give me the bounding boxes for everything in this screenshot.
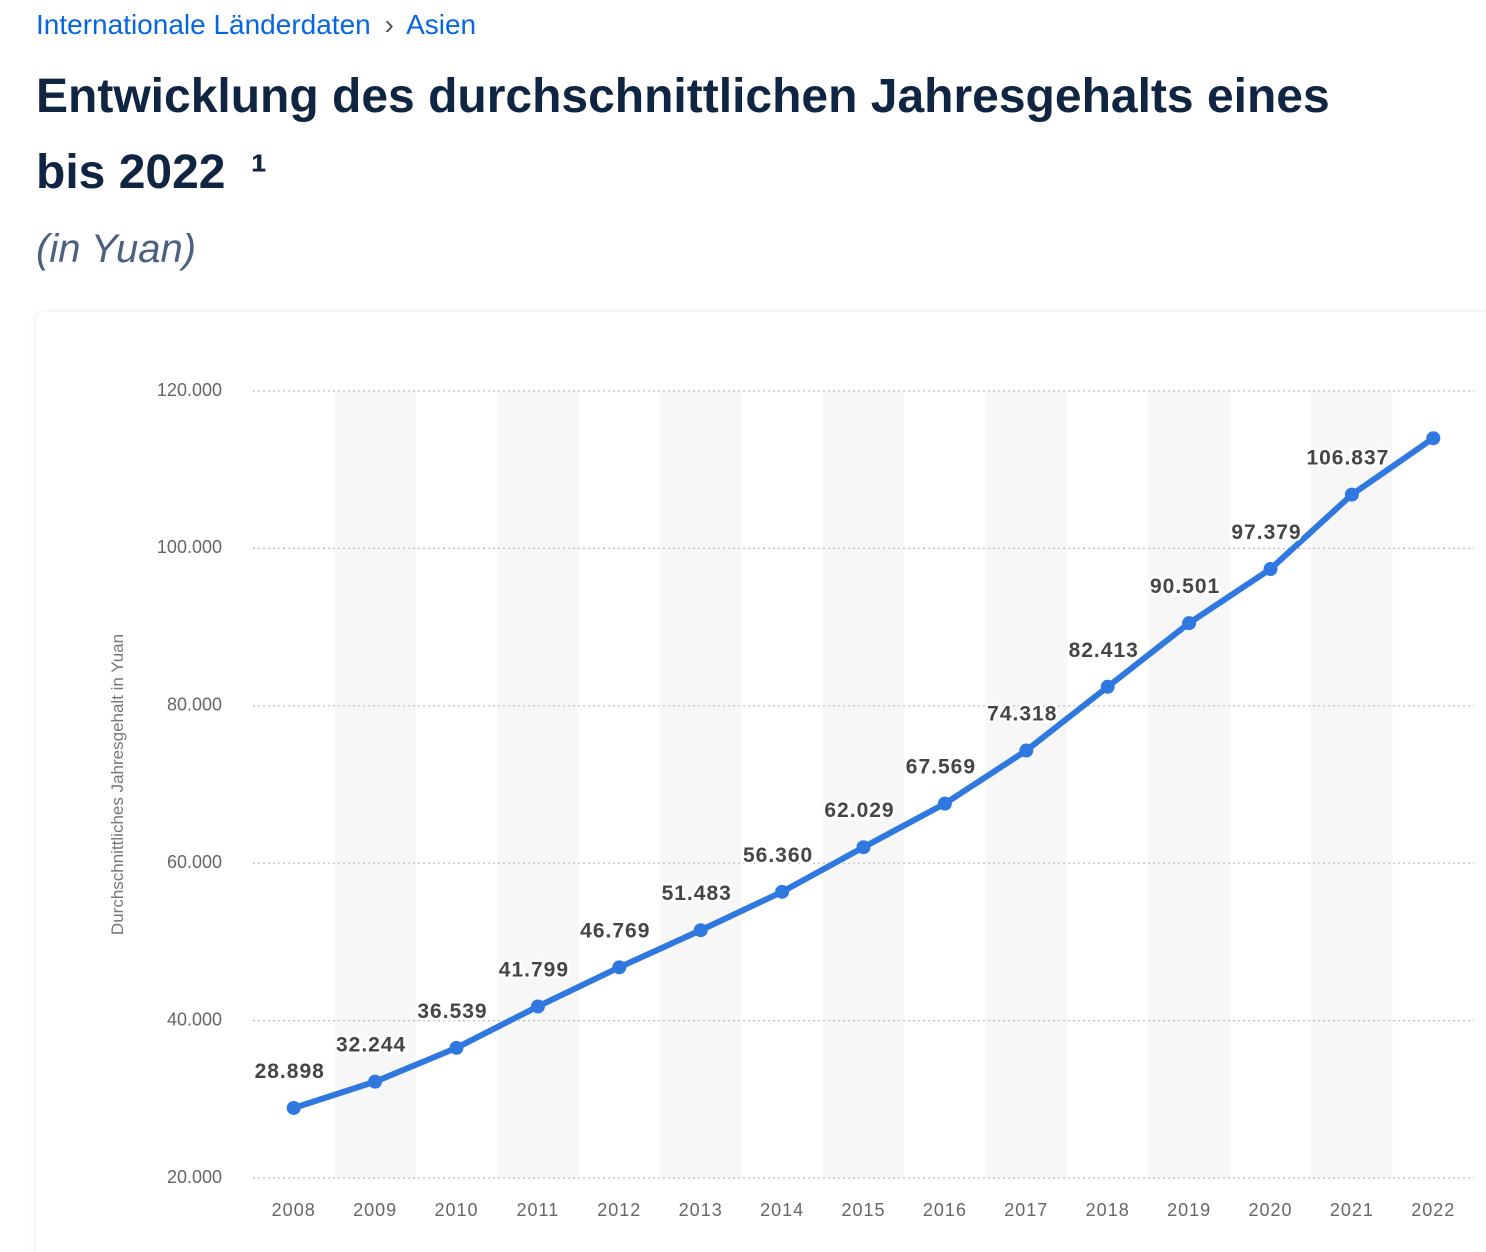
marker bbox=[612, 960, 627, 975]
x-tick-label: 2020 bbox=[1248, 1200, 1292, 1220]
marker bbox=[530, 999, 545, 1014]
title-text: bis 2022 bbox=[36, 146, 225, 199]
plot: 20.000 40.000 60.000 80.000 100.000 120.000 Du… bbox=[108, 380, 1474, 1220]
data-label: 74.318 bbox=[987, 703, 1057, 726]
y-axis-title: Durchschnittliches Jahresgehalt in Yuan bbox=[108, 634, 127, 935]
column-band bbox=[985, 391, 1067, 1178]
x-tick-label: 2015 bbox=[841, 1200, 885, 1220]
y-tick-label: 60.000 bbox=[167, 852, 222, 872]
x-tick-label: 2014 bbox=[760, 1200, 804, 1220]
data-label: 56.360 bbox=[743, 844, 813, 867]
marker bbox=[1426, 431, 1441, 446]
x-tick-label: 2009 bbox=[353, 1200, 397, 1220]
x-tick-label: 2018 bbox=[1086, 1200, 1130, 1220]
data-label: 32.244 bbox=[336, 1034, 406, 1057]
marker bbox=[1100, 679, 1115, 694]
data-label: 106.837 bbox=[1306, 447, 1389, 470]
marker bbox=[775, 884, 790, 899]
data-label: 90.501 bbox=[1150, 575, 1220, 598]
breadcrumb: Internationale Länderdaten › Asien bbox=[36, 9, 476, 40]
data-label: 41.799 bbox=[499, 958, 569, 981]
marker bbox=[1182, 616, 1197, 631]
x-tick-label: 2021 bbox=[1330, 1200, 1374, 1220]
x-tick-label: 2013 bbox=[679, 1200, 723, 1220]
marker bbox=[368, 1074, 383, 1089]
data-label: 82.413 bbox=[1069, 639, 1139, 662]
x-tick-label: 2011 bbox=[517, 1200, 560, 1220]
marker bbox=[1263, 562, 1278, 577]
title-line: Entwicklung des durchschnittlichen Jahre… bbox=[36, 70, 1330, 123]
y-tick-label: 20.000 bbox=[167, 1167, 222, 1187]
x-tick-label: 2008 bbox=[272, 1200, 316, 1220]
data-label: 36.539 bbox=[417, 1000, 487, 1023]
title-footnote[interactable]: ¹ bbox=[251, 146, 267, 199]
breadcrumb-link[interactable]: Asien bbox=[406, 9, 476, 40]
x-tick-label: 2016 bbox=[923, 1200, 967, 1220]
y-tick-label: 120.000 bbox=[157, 380, 222, 400]
data-label: 28.898 bbox=[255, 1060, 325, 1083]
subtitle: (in Yuan) bbox=[36, 227, 196, 271]
x-tick-label: 2012 bbox=[597, 1200, 641, 1220]
data-label: 51.483 bbox=[662, 882, 732, 905]
breadcrumb-separator: › bbox=[385, 9, 394, 40]
chart-card bbox=[36, 312, 1486, 1252]
marker bbox=[693, 923, 708, 938]
marker bbox=[937, 796, 952, 811]
data-label: 62.029 bbox=[824, 799, 894, 822]
column-band bbox=[334, 391, 416, 1178]
data-label: 46.769 bbox=[580, 919, 650, 942]
data-label: 97.379 bbox=[1231, 521, 1301, 544]
x-tick-label: 2010 bbox=[434, 1200, 478, 1220]
marker bbox=[856, 840, 871, 855]
column-band bbox=[497, 391, 579, 1178]
breadcrumb-link[interactable]: Internationale Länderdaten bbox=[36, 9, 371, 40]
y-tick-label: 100.000 bbox=[157, 537, 222, 557]
x-tick-label: 2017 bbox=[1004, 1200, 1048, 1220]
marker bbox=[1019, 743, 1034, 758]
data-label: 67.569 bbox=[906, 756, 976, 779]
column-band bbox=[1148, 391, 1230, 1178]
column-band bbox=[822, 391, 905, 1178]
x-tick-label: 2022 bbox=[1411, 1200, 1455, 1220]
column-band bbox=[660, 391, 742, 1178]
column-band bbox=[1311, 391, 1393, 1178]
marker bbox=[449, 1040, 464, 1055]
marker bbox=[286, 1100, 301, 1115]
title-line: bis 2022 ¹ bbox=[36, 146, 267, 199]
y-tick-label: 40.000 bbox=[167, 1009, 222, 1029]
marker bbox=[1344, 487, 1359, 502]
y-tick-label: 80.000 bbox=[167, 695, 222, 715]
x-tick-label: 2019 bbox=[1167, 1200, 1211, 1220]
